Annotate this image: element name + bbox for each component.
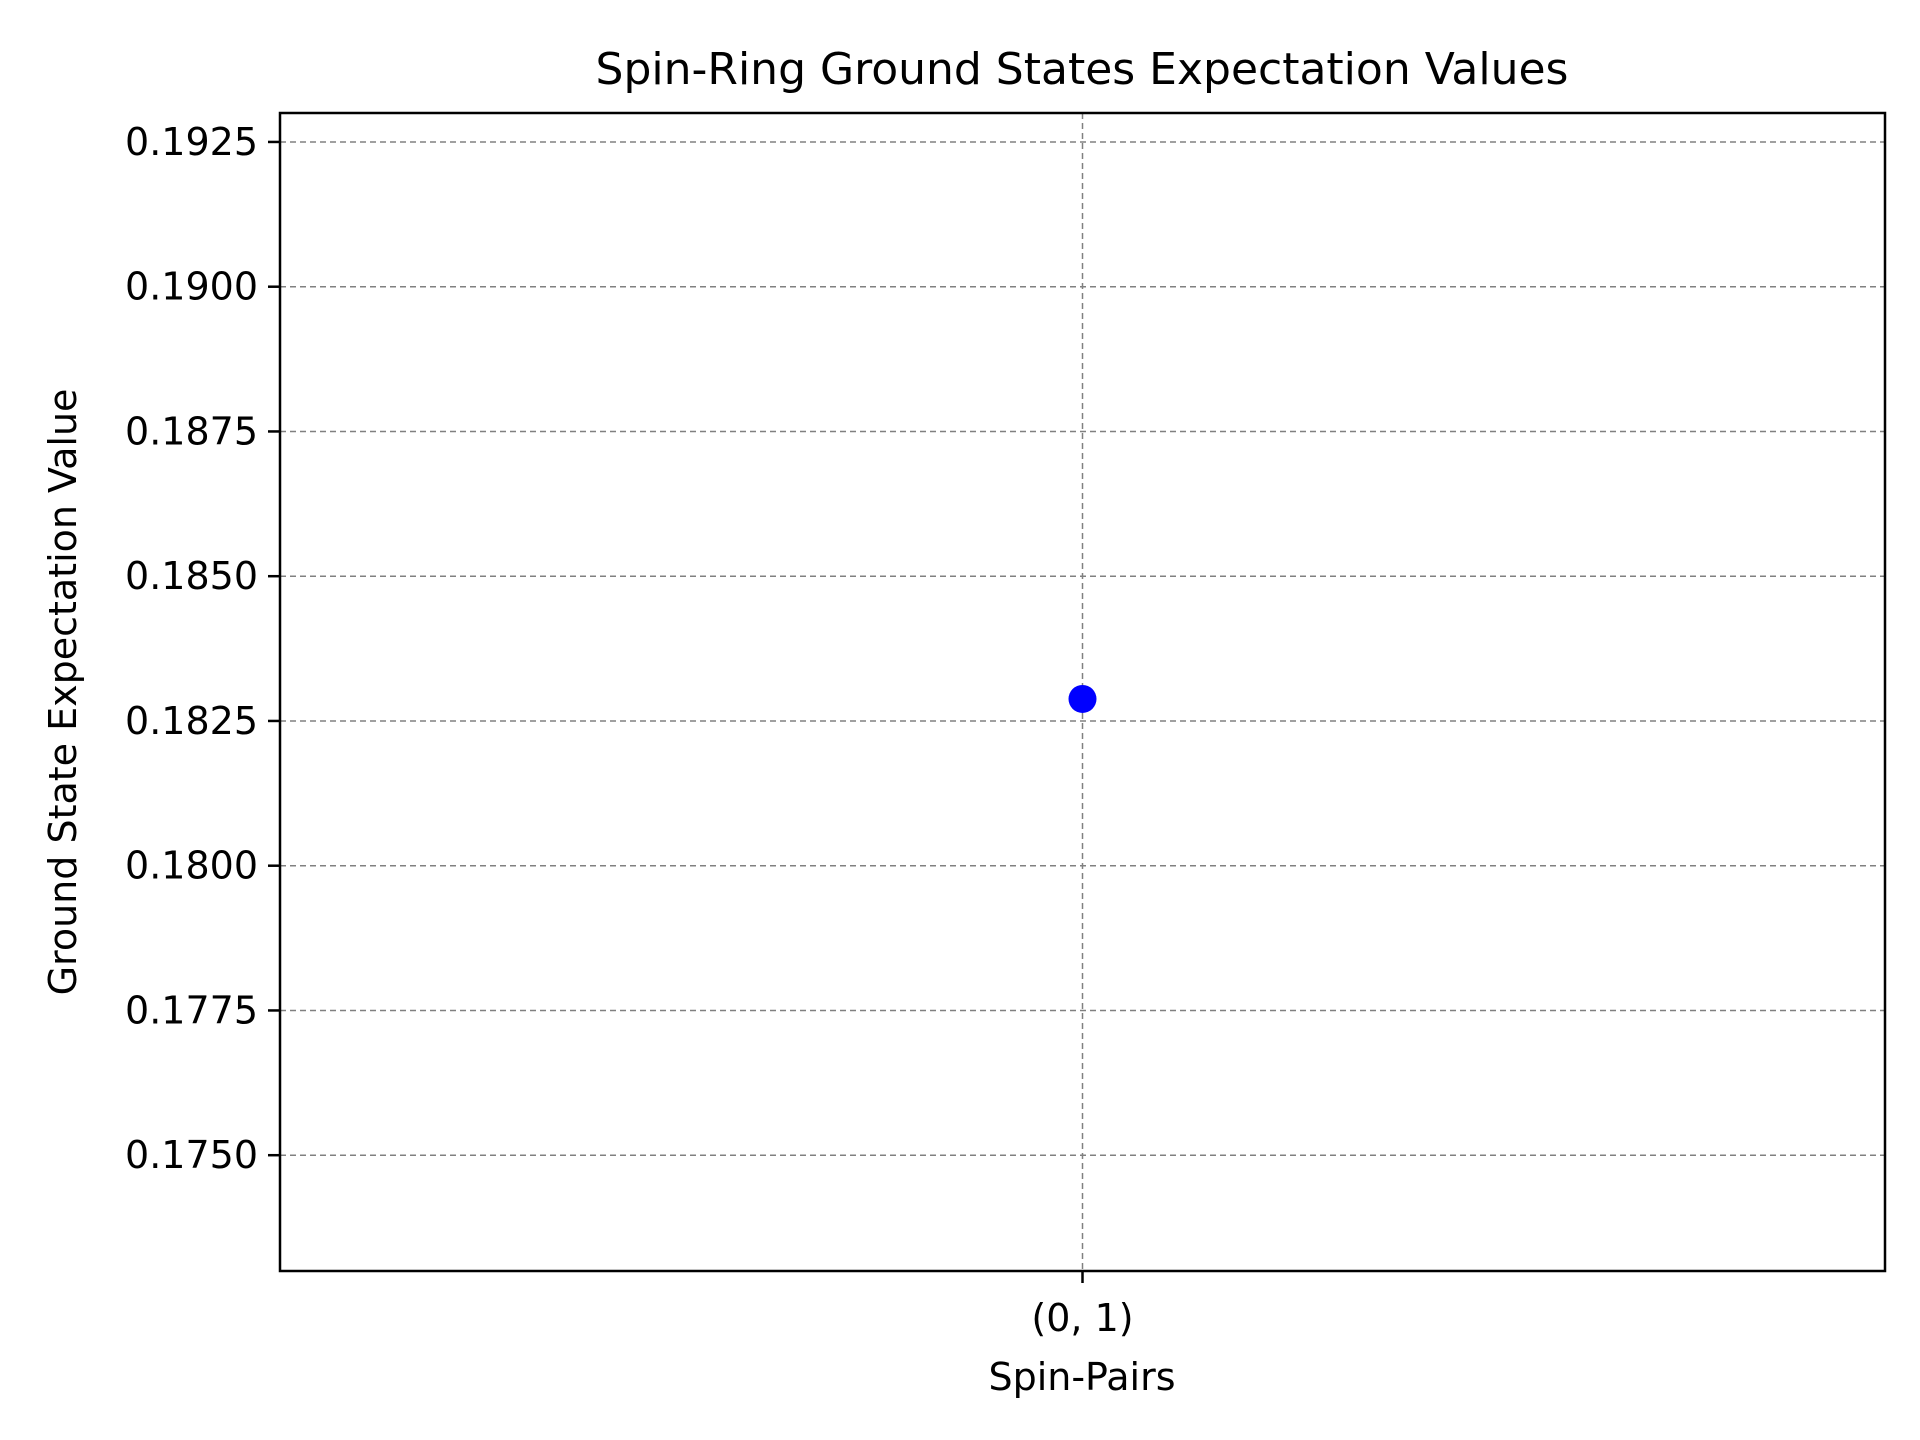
y-tick-label: 0.1800 <box>125 844 258 888</box>
y-tick-label: 0.1825 <box>125 699 258 743</box>
data-point <box>1068 684 1097 713</box>
y-tick-label: 0.1750 <box>125 1133 258 1177</box>
x-tick-label: (0, 1) <box>1031 1296 1133 1340</box>
y-tick-label: 0.1875 <box>125 409 258 453</box>
ticks-layer: 0.1750 0.1775 0.1800 0.1825 0.1850 0.1875 0.19… <box>125 120 1134 1340</box>
y-axis-label: Ground State Expectation Value <box>41 389 85 996</box>
plot-frame <box>278 111 1887 1273</box>
x-axis-label: Spin-Pairs <box>988 1355 1175 1399</box>
y-tick-label: 0.1925 <box>125 120 258 164</box>
points-layer <box>1068 684 1097 713</box>
y-tick-label: 0.1900 <box>125 265 258 309</box>
chart-title: Spin-Ring Ground States Expectation Valu… <box>596 44 1569 95</box>
y-tick-label: 0.1850 <box>125 554 258 598</box>
grid-layer <box>280 113 1885 1271</box>
y-tick-label: 0.1775 <box>125 988 258 1032</box>
